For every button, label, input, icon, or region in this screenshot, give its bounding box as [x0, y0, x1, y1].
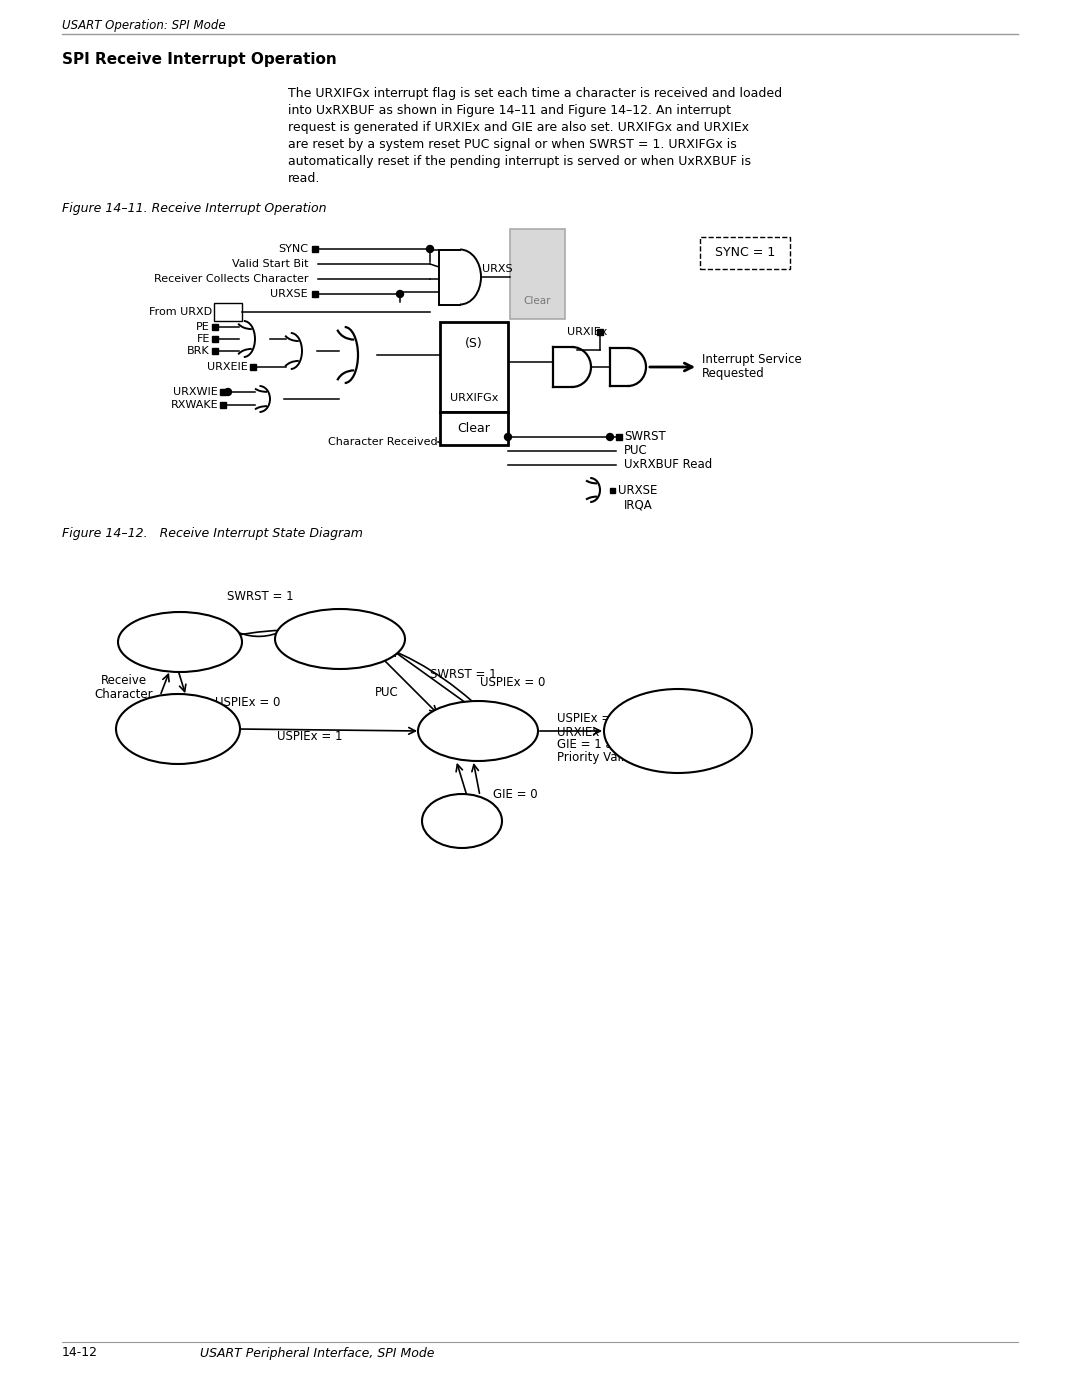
Text: Figure 14–12.   Receive Interrupt State Diagram: Figure 14–12. Receive Interrupt State Di…: [62, 527, 363, 541]
Ellipse shape: [418, 701, 538, 761]
Text: URXIFGx = 0: URXIFGx = 0: [302, 624, 378, 637]
Text: PUC: PUC: [624, 444, 648, 457]
Text: Clear: Clear: [458, 422, 490, 434]
Text: URXSE: URXSE: [618, 483, 658, 496]
Ellipse shape: [275, 609, 405, 669]
Text: USPIEx = 1: USPIEx = 1: [278, 731, 342, 743]
Text: automatically reset if the pending interrupt is served or when UxRXBUF is: automatically reset if the pending inter…: [288, 155, 751, 168]
Text: RXWAKE: RXWAKE: [171, 400, 218, 409]
Ellipse shape: [422, 793, 502, 848]
Text: SWRST: SWRST: [624, 430, 665, 443]
Bar: [220, 402, 226, 408]
Bar: [440, 321, 508, 412]
Text: Priority Valid: Priority Valid: [557, 752, 632, 764]
Text: Low: Low: [450, 827, 473, 841]
Text: GIE = 1 and: GIE = 1 and: [557, 739, 627, 752]
Text: 14-12: 14-12: [62, 1347, 98, 1359]
Text: Character: Character: [149, 722, 207, 735]
Bar: [212, 337, 218, 342]
Text: read.: read.: [288, 172, 321, 184]
Text: Receiver Collects Character: Receiver Collects Character: [153, 274, 308, 284]
Text: Figure 14–11. Receive Interrupt Operation: Figure 14–11. Receive Interrupt Operatio…: [62, 203, 326, 215]
Text: PUC: PUC: [375, 686, 399, 700]
Text: USPIEx = 0: USPIEx = 0: [480, 676, 545, 690]
Ellipse shape: [116, 694, 240, 764]
Bar: [609, 488, 615, 493]
Text: Receive: Receive: [100, 675, 147, 687]
Text: Too: Too: [453, 816, 472, 830]
Text: URXS: URXS: [482, 264, 513, 274]
Circle shape: [607, 433, 613, 440]
Text: PE: PE: [197, 321, 210, 332]
Bar: [510, 229, 565, 319]
Bar: [597, 330, 603, 335]
Text: BRK: BRK: [187, 346, 210, 356]
Text: Service Started,: Service Started,: [631, 717, 726, 729]
Text: USART Peripheral Interface, SPI Mode: USART Peripheral Interface, SPI Mode: [200, 1347, 434, 1359]
Text: Receive: Receive: [154, 711, 201, 724]
Text: URXIEx = 1 and: URXIEx = 1 and: [557, 725, 650, 739]
Bar: [212, 324, 218, 330]
Text: Clear: Clear: [524, 296, 551, 306]
Text: URXIFGx = 1: URXIFGx = 1: [441, 722, 516, 735]
Text: UxRXBUF Read: UxRXBUF Read: [624, 458, 712, 472]
Bar: [616, 434, 622, 440]
Text: URXIFGx: URXIFGx: [449, 393, 498, 402]
Text: USPIEx = 0: USPIEx = 0: [215, 696, 281, 708]
Text: into UxRXBUF as shown in Figure 14–11 and Figure 14–12. An interrupt: into UxRXBUF as shown in Figure 14–11 an…: [288, 103, 731, 117]
Text: Character Received: Character Received: [328, 437, 438, 447]
Bar: [312, 291, 318, 298]
Circle shape: [427, 246, 433, 253]
Text: GIE = 0: GIE = 0: [656, 728, 700, 742]
Circle shape: [225, 388, 231, 395]
Bar: [700, 237, 789, 270]
Text: URXEIE: URXEIE: [207, 362, 248, 372]
Text: SWRST = 1: SWRST = 1: [430, 669, 497, 682]
Text: Interrupt: Interrupt: [652, 704, 704, 718]
Text: FE: FE: [197, 334, 210, 344]
Ellipse shape: [118, 612, 242, 672]
Bar: [312, 246, 318, 251]
Text: URXSE: URXSE: [270, 289, 308, 299]
Text: From URXD: From URXD: [149, 307, 212, 317]
Text: USPIEx = 1 and: USPIEx = 1 and: [557, 712, 648, 725]
Bar: [249, 365, 256, 370]
Text: The URXIFGx interrupt flag is set each time a character is received and loaded: The URXIFGx interrupt flag is set each t…: [288, 87, 782, 101]
Circle shape: [396, 291, 404, 298]
Text: Wait For Next: Wait For Next: [140, 629, 220, 641]
Text: SYNC: SYNC: [278, 244, 308, 254]
Text: USART Operation: SPI Mode: USART Operation: SPI Mode: [62, 20, 226, 32]
Circle shape: [504, 433, 512, 440]
Text: SYNC = 1: SYNC = 1: [715, 246, 775, 260]
Bar: [440, 412, 508, 446]
Bar: [220, 388, 226, 395]
Ellipse shape: [604, 689, 752, 773]
Text: URXIEx = 0: URXIEx = 0: [307, 638, 374, 651]
Text: SWRST = 1: SWRST = 1: [227, 591, 294, 604]
Text: URXIEx: URXIEx: [567, 327, 607, 337]
Bar: [214, 303, 242, 321]
Text: Priority: Priority: [441, 806, 483, 819]
Text: request is generated if URXIEx and GIE are also set. URXIFGx and URXIEx: request is generated if URXIEx and GIE a…: [288, 122, 750, 134]
Text: (S): (S): [465, 338, 483, 351]
Text: URXIFGx = 0: URXIFGx = 0: [640, 740, 716, 753]
Text: URXWIE: URXWIE: [173, 387, 218, 397]
Text: IRQA: IRQA: [624, 499, 652, 511]
Bar: [212, 348, 218, 353]
Text: Interrupt Service: Interrupt Service: [702, 352, 801, 366]
Text: GIE = 0: GIE = 0: [492, 788, 538, 800]
Text: are reset by a system reset PUC signal or when SWRST = 1. URXIFGx is: are reset by a system reset PUC signal o…: [288, 138, 737, 151]
Text: Completed: Completed: [146, 735, 211, 747]
Text: Valid Start Bit: Valid Start Bit: [231, 258, 308, 270]
Text: Character: Character: [95, 687, 153, 700]
Text: Requested: Requested: [702, 366, 765, 380]
Text: Start: Start: [165, 641, 194, 655]
Text: SPI Receive Interrupt Operation: SPI Receive Interrupt Operation: [62, 52, 337, 67]
